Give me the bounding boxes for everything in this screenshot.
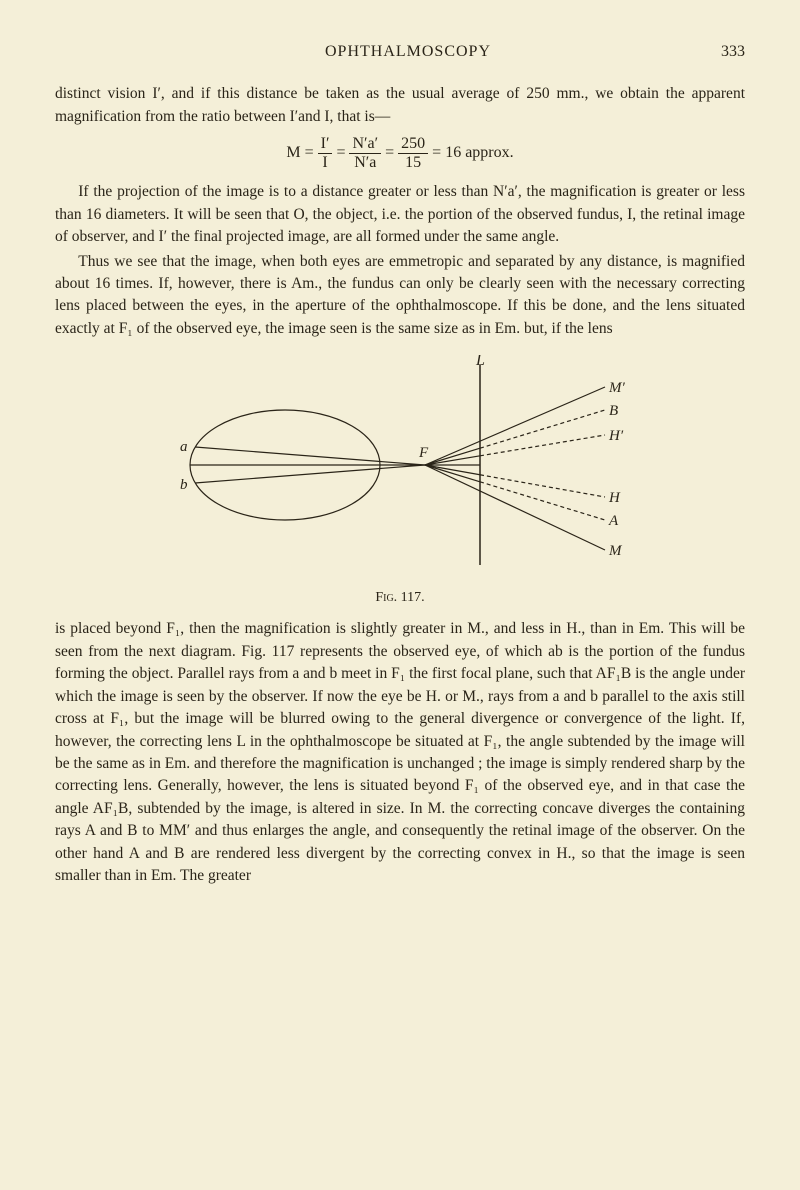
frac3-num: 250	[398, 136, 428, 154]
svg-text:M′: M′	[608, 380, 625, 396]
section-title: OPHTHALMOSCOPY	[95, 40, 721, 63]
formula-m: M	[286, 144, 300, 161]
formula-eq1: =	[305, 144, 314, 161]
frac2-den: N′a	[349, 154, 381, 171]
svg-text:a: a	[180, 439, 188, 455]
svg-text:F: F	[418, 445, 429, 461]
svg-text:A: A	[608, 513, 619, 529]
svg-text:M: M	[608, 543, 623, 559]
optics-diagram: a b F L M′ B H′ HAM	[175, 355, 625, 575]
svg-text:H′: H′	[608, 428, 624, 444]
formula-tail: = 16 approx.	[432, 144, 513, 161]
frac2-num: N′a′	[349, 136, 381, 154]
svg-text:B: B	[609, 403, 618, 419]
frac1-den: I	[318, 154, 333, 171]
fraction-3: 250 15	[398, 136, 428, 171]
paragraph-4: is placed beyond F₁, then the magnificat…	[55, 618, 745, 888]
formula-eq2: =	[336, 144, 345, 161]
fraction-1: I′ I	[318, 136, 333, 171]
svg-text:H: H	[608, 490, 621, 506]
frac1-num: I′	[318, 136, 333, 154]
page-header: OPHTHALMOSCOPY 333	[55, 40, 745, 63]
figure-117: a b F L M′ B H′ HAM Fig. 117.	[55, 355, 745, 608]
magnification-formula: M = I′ I = N′a′ N′a = 250 15 = 16 approx…	[55, 136, 745, 171]
paragraph-1: distinct vision I′, and if this distance…	[55, 83, 745, 128]
header-spacer	[55, 40, 95, 63]
paragraph-2: If the projection of the image is to a d…	[55, 181, 745, 248]
svg-text:b: b	[180, 477, 188, 493]
formula-eq3: =	[385, 144, 394, 161]
fraction-2: N′a′ N′a	[349, 136, 381, 171]
paragraph-3: Thus we see that the image, when both ey…	[55, 251, 745, 341]
svg-text:L: L	[475, 355, 485, 369]
page-number: 333	[721, 40, 745, 63]
frac3-den: 15	[398, 154, 428, 171]
figure-caption: Fig. 117.	[55, 588, 745, 608]
